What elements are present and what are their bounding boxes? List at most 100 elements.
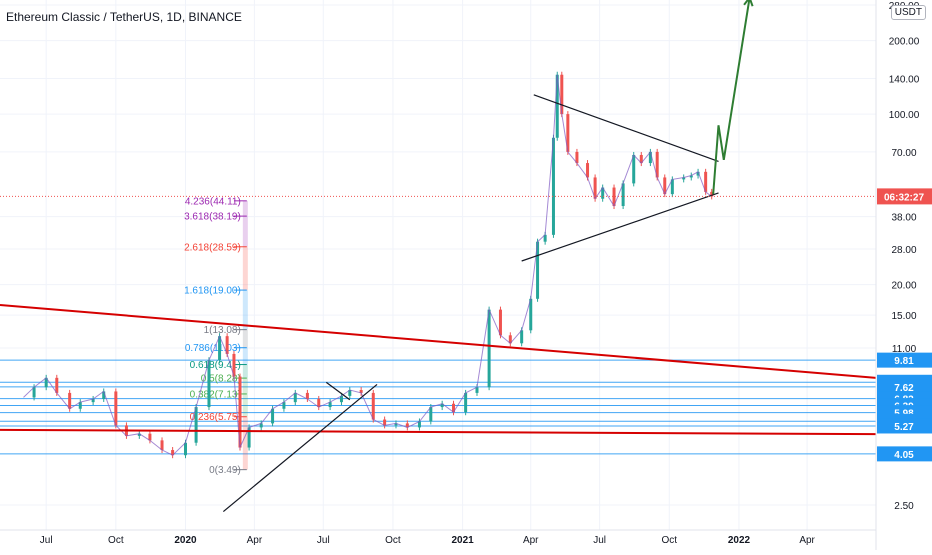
candle-body [696,171,700,176]
candle-body [586,163,590,178]
fib-zone [242,378,248,394]
candle-body [429,407,433,422]
candle-body [183,442,187,456]
level-price-label: 4.05 [894,450,914,461]
candle-body [417,421,421,428]
x-tick-label: Oct [662,535,678,546]
level-price-label: 7.62 [894,383,914,394]
fib-level-label: 4.236(44.11) [185,196,241,207]
candle-body [328,402,332,408]
projection-path [712,0,751,195]
candle-body [238,376,242,448]
x-tick-label: Apr [799,535,815,546]
candle-body [487,309,491,388]
candle-body [529,298,533,331]
candle-body [247,427,251,448]
level-price-tag [877,418,932,434]
fib-level-label: 0.5(8.28) [201,374,241,385]
y-tick-label: 140.00 [889,74,920,85]
candle-body [543,234,547,242]
candle-body [114,391,118,426]
candle-body [271,408,275,424]
candle-body [536,241,540,299]
candle-body [452,403,456,413]
candle-body [259,423,263,428]
candle-body [78,402,82,409]
x-tick-label: 2021 [451,535,474,546]
candle-body [371,392,375,420]
x-tick-label: 2020 [174,535,197,546]
candle-body [601,187,605,199]
candle-body [621,183,625,207]
candle-body [648,151,652,164]
candle-body [160,440,164,451]
x-tick-label: Jul [593,535,606,546]
candle-body [682,177,686,180]
fib-zone [242,200,248,217]
fib-level-label: 0.382(7.13) [190,389,241,400]
moving-average-line [23,74,712,456]
x-tick-label: Jul [40,535,53,546]
fib-zone [242,329,248,348]
candle-body [639,154,643,164]
fib-zone [242,416,248,470]
candle-body [632,154,636,184]
x-tick-label: Apr [247,535,263,546]
candle-body [137,433,141,436]
fib-zone [242,290,248,330]
candle-body [148,433,152,441]
candle-body [704,171,708,192]
fib-level-label: 0.786(11.03) [185,343,241,354]
candle-body [194,407,198,443]
fib-level-label: 0.618(9.41) [190,360,241,371]
candle-body [32,387,36,398]
chart-title: Ethereum Classic / TetherUS, 1D, BINANCE [6,10,242,24]
y-tick-label: 15.00 [891,311,916,322]
candle-body [394,423,398,426]
y-tick-label: 11.00 [892,344,917,355]
candle-body [293,392,297,403]
candle-body [593,177,597,199]
candle-body [560,74,564,115]
fib-level-label: 2.618(28.59) [184,242,241,253]
candle-body [575,151,579,164]
candle-body [710,191,714,197]
y-tick-label: 28.00 [891,245,916,256]
candle-body [232,353,236,377]
y-tick-label: 70.00 [891,148,916,159]
candle-body [171,450,175,456]
candle-body [317,398,321,408]
candle-body [670,179,674,195]
trendline [533,94,719,162]
level-price-tag [877,352,932,368]
y-tick-label: 2.50 [894,501,914,512]
candle-body [383,419,387,426]
candle-body [464,392,468,413]
candle-body [566,114,570,152]
trendline [325,381,351,401]
current-price-tag [877,188,932,205]
trendline [521,192,719,262]
currency-badge[interactable]: USDT [890,5,926,20]
candle-body [91,398,95,403]
fib-zone [242,364,248,379]
candle-body [440,403,444,408]
candle-body [663,177,667,195]
candle-body [551,137,555,235]
fib-zone [242,347,248,365]
candle-body [44,377,48,388]
level-price-label: 9.81 [894,356,914,367]
x-tick-label: 2022 [728,535,751,546]
y-tick-label: 200.00 [889,37,920,48]
candle-body [612,187,616,207]
candle-body [689,175,693,178]
x-tick-label: Oct [108,535,124,546]
trendline [0,304,877,379]
x-tick-label: Oct [385,535,401,546]
fib-level-label: 1(13.08) [204,325,241,336]
candle-body [282,402,286,409]
x-tick-label: Apr [523,535,539,546]
fib-level-label: 0.236(5.75) [190,412,241,423]
